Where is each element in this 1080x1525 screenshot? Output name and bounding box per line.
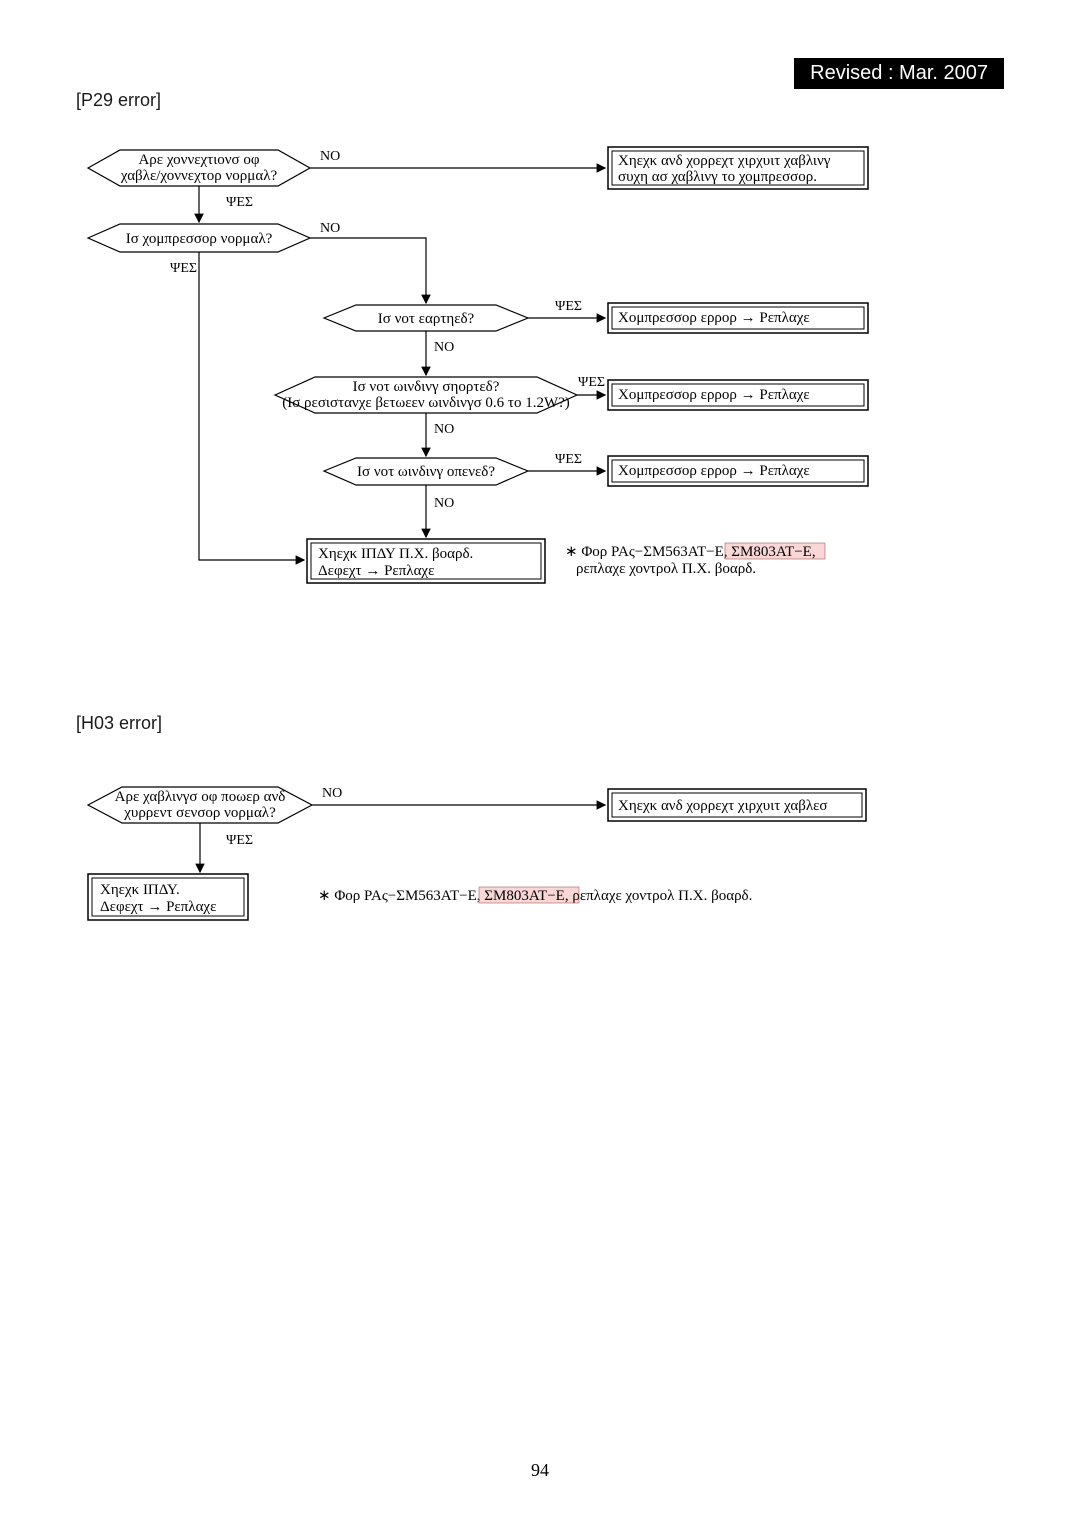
decision-not-earthed: Ισ νοτ εαρτηεδ? bbox=[324, 305, 528, 331]
svg-text:(Ισ ρεσιστανχε βετωεεν ωινδινγ: (Ισ ρεσιστανχε βετωεεν ωινδινγσ 0.6 το 1… bbox=[282, 395, 570, 411]
svg-text:ΨΕΣ: ΨΕΣ bbox=[226, 833, 253, 848]
svg-text:Δεφεχτ → Ρεπλαχε: Δεφεχτ → Ρεπλαχε bbox=[318, 563, 434, 579]
svg-text:NO: NO bbox=[322, 786, 342, 801]
decision-connections-normal: Αρε χοννεχτιονσ οφ χαβλε/χοννεχτορ νορμα… bbox=[88, 150, 310, 186]
svg-text:συχη ασ χαβλινγ το χομπρεσσορ.: συχη ασ χαβλινγ το χομπρεσσορ. bbox=[618, 169, 817, 185]
flowchart-canvas: Αρε χοννεχτιονσ οφ χαβλε/χοννεχτορ νορμα… bbox=[0, 0, 1080, 1525]
decision-cablings-normal: Αρε χαβλινγσ οφ ποωερ ανδ χυρρεντ σενσορ… bbox=[88, 787, 312, 823]
svg-text:Χηεχκ ανδ χορρεχτ χιρχυιτ χαβλ: Χηεχκ ανδ χορρεχτ χιρχυιτ χαβλεσ bbox=[618, 798, 828, 814]
svg-text:Χομπρεσσορ ερρορ → Ρεπλαχε: Χομπρεσσορ ερρορ → Ρεπλαχε bbox=[618, 463, 810, 479]
svg-text:Δεφεχτ → Ρεπλαχε: Δεφεχτ → Ρεπλαχε bbox=[100, 899, 216, 915]
terminal-compressor-error-1: Χομπρεσσορ ερρορ → Ρεπλαχε bbox=[608, 303, 868, 333]
svg-text:ΨΕΣ: ΨΕΣ bbox=[555, 452, 582, 467]
svg-text:ΨΕΣ: ΨΕΣ bbox=[578, 375, 605, 390]
svg-text:NO: NO bbox=[434, 340, 454, 355]
svg-text:Ισ χομπρεσσορ νορμαλ?: Ισ χομπρεσσορ νορμαλ? bbox=[126, 231, 273, 247]
svg-text:χαβλε/χοννεχτορ νορμαλ?: χαβλε/χοννεχτορ νορμαλ? bbox=[120, 168, 278, 184]
svg-text:Χηεχκ ΙΠΔΥ.: Χηεχκ ΙΠΔΥ. bbox=[100, 882, 180, 898]
svg-text:Χομπρεσσορ ερρορ → Ρεπλαχε: Χομπρεσσορ ερρορ → Ρεπλαχε bbox=[618, 310, 810, 326]
terminal-compressor-error-2: Χομπρεσσορ ερρορ → Ρεπλαχε bbox=[608, 380, 868, 410]
note-p29: ∗ Φορ ΡΑς−ΣΜ563ΑΤ−Ε, ΣΜ803ΑΤ−Ε, ρεπλαχε … bbox=[565, 543, 825, 577]
terminal-check-ipdu-board: Χηεχκ ΙΠΔΥ Π.Χ. βοαρδ. Δεφεχτ → Ρεπλαχε bbox=[307, 539, 545, 583]
decision-compressor-normal: Ισ χομπρεσσορ νορμαλ? bbox=[88, 224, 310, 252]
svg-text:∗ Φορ ΡΑς−ΣΜ563ΑΤ−Ε, ΣΜ803ΑΤ−Ε: ∗ Φορ ΡΑς−ΣΜ563ΑΤ−Ε, ΣΜ803ΑΤ−Ε, ρεπλαχε … bbox=[318, 888, 752, 904]
svg-text:Ισ νοτ εαρτηεδ?: Ισ νοτ εαρτηεδ? bbox=[378, 311, 475, 327]
decision-winding-opened: Ισ νοτ ωινδινγ οπενεδ? bbox=[324, 458, 528, 485]
svg-text:∗ Φορ ΡΑς−ΣΜ563ΑΤ−Ε, ΣΜ803ΑΤ−Ε: ∗ Φορ ΡΑς−ΣΜ563ΑΤ−Ε, ΣΜ803ΑΤ−Ε, bbox=[565, 544, 816, 560]
svg-text:Χηεχκ ΙΠΔΥ Π.Χ. βοαρδ.: Χηεχκ ΙΠΔΥ Π.Χ. βοαρδ. bbox=[318, 546, 473, 562]
terminal-check-ipdu-h03: Χηεχκ ΙΠΔΥ. Δεφεχτ → Ρεπλαχε bbox=[88, 874, 248, 920]
svg-text:Αρε χοννεχτιονσ οφ: Αρε χοννεχτιονσ οφ bbox=[138, 152, 259, 168]
svg-text:NO: NO bbox=[320, 149, 340, 164]
svg-text:Ισ νοτ ωινδινγ οπενεδ?: Ισ νοτ ωινδινγ οπενεδ? bbox=[357, 464, 495, 480]
svg-text:NO: NO bbox=[434, 422, 454, 437]
svg-text:ρεπλαχε χοντρολ Π.Χ. βοαρδ.: ρεπλαχε χοντρολ Π.Χ. βοαρδ. bbox=[576, 561, 756, 577]
decision-winding-shorted: Ισ νοτ ωινδινγ σηορτεδ? (Ισ ρεσιστανχε β… bbox=[275, 377, 577, 413]
svg-text:Χηεχκ ανδ χορρεχτ χιρχυιτ χαβλ: Χηεχκ ανδ χορρεχτ χιρχυιτ χαβλινγ bbox=[618, 153, 831, 169]
svg-text:χυρρεντ σενσορ νορμαλ?: χυρρεντ σενσορ νορμαλ? bbox=[123, 805, 276, 821]
svg-text:ΨΕΣ: ΨΕΣ bbox=[555, 299, 582, 314]
svg-text:Χομπρεσσορ ερρορ → Ρεπλαχε: Χομπρεσσορ ερρορ → Ρεπλαχε bbox=[618, 387, 810, 403]
svg-text:ΨΕΣ: ΨΕΣ bbox=[170, 261, 197, 276]
svg-text:Ισ νοτ ωινδινγ σηορτεδ?: Ισ νοτ ωινδινγ σηορτεδ? bbox=[353, 379, 500, 395]
note-h03: ∗ Φορ ΡΑς−ΣΜ563ΑΤ−Ε, ΣΜ803ΑΤ−Ε, ρεπλαχε … bbox=[318, 887, 752, 904]
svg-text:ΨΕΣ: ΨΕΣ bbox=[226, 195, 253, 210]
svg-text:Αρε χαβλινγσ οφ ποωερ ανδ: Αρε χαβλινγσ οφ ποωερ ανδ bbox=[115, 789, 286, 805]
terminal-check-cabling: Χηεχκ ανδ χορρεχτ χιρχυιτ χαβλινγ συχη α… bbox=[608, 147, 868, 189]
terminal-check-cables-h03: Χηεχκ ανδ χορρεχτ χιρχυιτ χαβλεσ bbox=[608, 789, 866, 821]
terminal-compressor-error-3: Χομπρεσσορ ερρορ → Ρεπλαχε bbox=[608, 456, 868, 486]
svg-text:NO: NO bbox=[434, 496, 454, 511]
svg-text:NO: NO bbox=[320, 221, 340, 236]
